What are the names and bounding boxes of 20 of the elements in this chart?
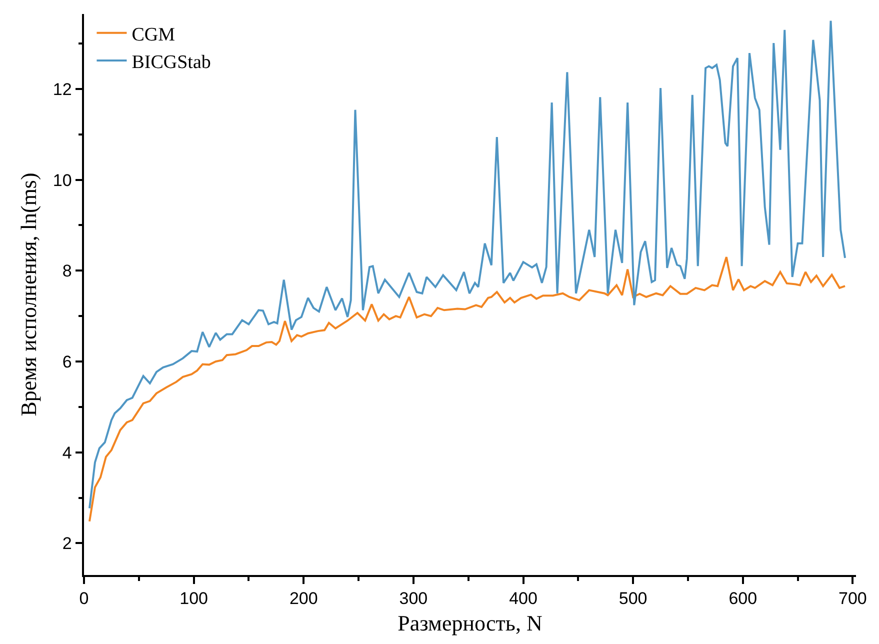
y-tick-label: 6 [62, 352, 72, 372]
x-tick-label: 300 [399, 589, 428, 608]
line-series [88, 256, 846, 522]
x-tick-label: 200 [289, 589, 318, 608]
legend-label: BICGStab [132, 52, 211, 73]
line-series [88, 20, 846, 510]
y-tick-label: 12 [52, 80, 72, 99]
legend-label: CGM [132, 24, 176, 46]
x-tick-label: 0 [79, 589, 89, 608]
x-tick-label: 400 [509, 589, 538, 608]
x-axis-title: Размерность, N [398, 610, 542, 636]
x-tick-label: 500 [618, 589, 648, 608]
x-tick-label: 600 [728, 589, 758, 608]
y-tick-label: 8 [62, 262, 72, 281]
x-tick-label: 100 [180, 589, 208, 608]
x-tick-label: 700 [838, 589, 867, 608]
y-tick-label: 2 [62, 534, 72, 554]
y-tick-label: 10 [52, 170, 72, 190]
y-tick-label: 4 [62, 443, 72, 462]
y-axis-title: Время исполнения, ln(ms) [16, 172, 42, 416]
